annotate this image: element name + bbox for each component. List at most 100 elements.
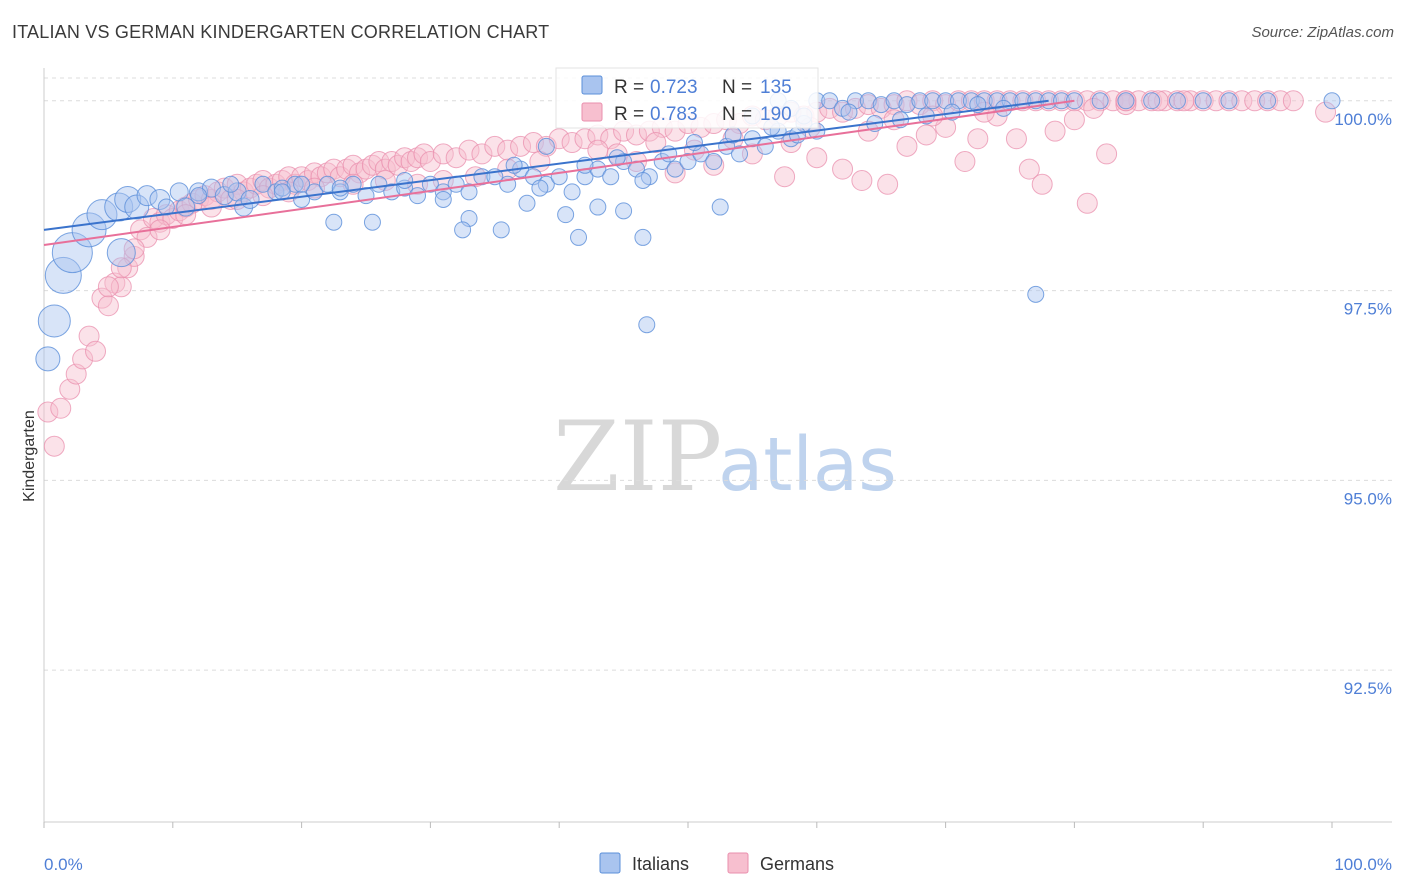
- italians-point: [911, 92, 929, 110]
- italians-point: [756, 137, 774, 155]
- germans-point: [1147, 90, 1169, 112]
- germans-point: [381, 151, 403, 173]
- germans-point: [355, 158, 377, 180]
- germans-point: [1128, 90, 1150, 112]
- italians-point: [563, 183, 581, 201]
- italians-point: [1027, 285, 1045, 303]
- germans-point: [1218, 90, 1240, 112]
- italians-point: [254, 175, 272, 193]
- germans-point: [703, 154, 725, 176]
- germans-point: [877, 173, 899, 195]
- germans-point: [72, 348, 94, 370]
- y-tick-label: 100.0%: [1334, 110, 1392, 129]
- germans-point: [832, 101, 854, 123]
- italians-point: [666, 160, 684, 178]
- legend-germans-label: Germans: [760, 854, 834, 874]
- italians-point: [325, 213, 343, 231]
- italians-point: [821, 92, 839, 110]
- germans-point: [1269, 90, 1291, 112]
- germans-point: [419, 151, 441, 173]
- italians-point: [685, 134, 703, 152]
- germans-point: [664, 162, 686, 184]
- italians-point: [136, 185, 158, 207]
- germans-point: [110, 257, 132, 279]
- italians-point: [273, 183, 291, 201]
- italians-n-value: 135: [760, 77, 792, 98]
- italians-point: [1168, 92, 1186, 110]
- italians-point: [1220, 92, 1238, 110]
- germans-point: [1063, 109, 1085, 131]
- italians-point: [222, 175, 240, 193]
- italians-point: [1117, 92, 1135, 110]
- italians-point: [885, 92, 903, 110]
- germans-point: [97, 295, 119, 317]
- legend-italians-swatch: [599, 852, 621, 874]
- germans-point: [407, 147, 429, 169]
- germans-point: [1115, 90, 1137, 112]
- italians-point: [35, 346, 61, 372]
- germans-point: [142, 207, 164, 229]
- italians-point: [434, 190, 452, 208]
- italians-point: [731, 145, 749, 163]
- germans-point: [1166, 90, 1188, 112]
- germans-point: [97, 276, 119, 298]
- italians-point: [711, 198, 729, 216]
- germans-point: [1231, 90, 1253, 112]
- y-axis-title: Kindergarten: [21, 410, 38, 502]
- italians-point: [363, 213, 381, 231]
- legend-italians-label: Italians: [632, 854, 689, 874]
- italians-point: [602, 168, 620, 186]
- germans-point: [645, 132, 667, 154]
- italians-point: [293, 175, 311, 193]
- italians-point: [396, 171, 414, 189]
- italians-point: [409, 187, 427, 205]
- y-tick-label: 95.0%: [1344, 489, 1392, 508]
- italians-series: [35, 92, 1341, 372]
- italians-point: [344, 175, 362, 193]
- italians-point: [460, 183, 478, 201]
- italians-point: [234, 197, 254, 217]
- germans-point: [896, 90, 918, 112]
- germans-point: [561, 132, 583, 154]
- italians-point: [190, 187, 208, 205]
- italians-trendline: [43, 99, 1049, 231]
- italians-point: [924, 92, 942, 110]
- italians-point: [570, 228, 588, 246]
- x-tick-label-max: 100.0%: [1334, 855, 1392, 874]
- germans-point: [1179, 90, 1201, 112]
- germans-point: [349, 162, 371, 184]
- italians-point: [454, 221, 472, 239]
- germans-point: [851, 169, 873, 191]
- italians-point: [273, 179, 291, 197]
- germans-r-value: 0.783: [650, 104, 698, 125]
- legend: Italians Germans: [599, 852, 834, 874]
- italians-r-value: 0.723: [650, 77, 698, 98]
- germans-point: [1096, 143, 1118, 165]
- germans-point: [510, 135, 532, 157]
- germans-point: [484, 135, 506, 157]
- germans-point: [1076, 192, 1098, 214]
- germans-point: [50, 397, 72, 419]
- x-tick-label-min: 0.0%: [44, 855, 83, 874]
- italians-point: [705, 153, 723, 171]
- germans-point: [85, 340, 107, 362]
- italians-point: [840, 103, 858, 121]
- italians-point: [492, 221, 510, 239]
- germans-point: [973, 90, 995, 112]
- germans-point: [1102, 90, 1124, 112]
- germans-point: [1244, 90, 1266, 112]
- source-label: Source: ZipAtlas.com: [1251, 24, 1394, 41]
- italians-point: [537, 137, 555, 155]
- trendlines: [43, 99, 1075, 247]
- italians-point: [240, 189, 260, 209]
- tick-labels: 92.5% 95.0% 97.5% 100.0% 0.0% 100.0%: [44, 110, 1392, 874]
- germans-point: [967, 128, 989, 150]
- germans-n-value: 190: [760, 104, 792, 125]
- italians-point: [189, 182, 209, 202]
- italians-point: [1259, 92, 1277, 110]
- chart-title: ITALIAN VS GERMAN KINDERGARTEN CORRELATI…: [12, 22, 550, 42]
- germans-point: [774, 166, 796, 188]
- italians-point: [1143, 92, 1161, 110]
- germans-point: [1205, 90, 1227, 112]
- germans-point: [43, 435, 65, 457]
